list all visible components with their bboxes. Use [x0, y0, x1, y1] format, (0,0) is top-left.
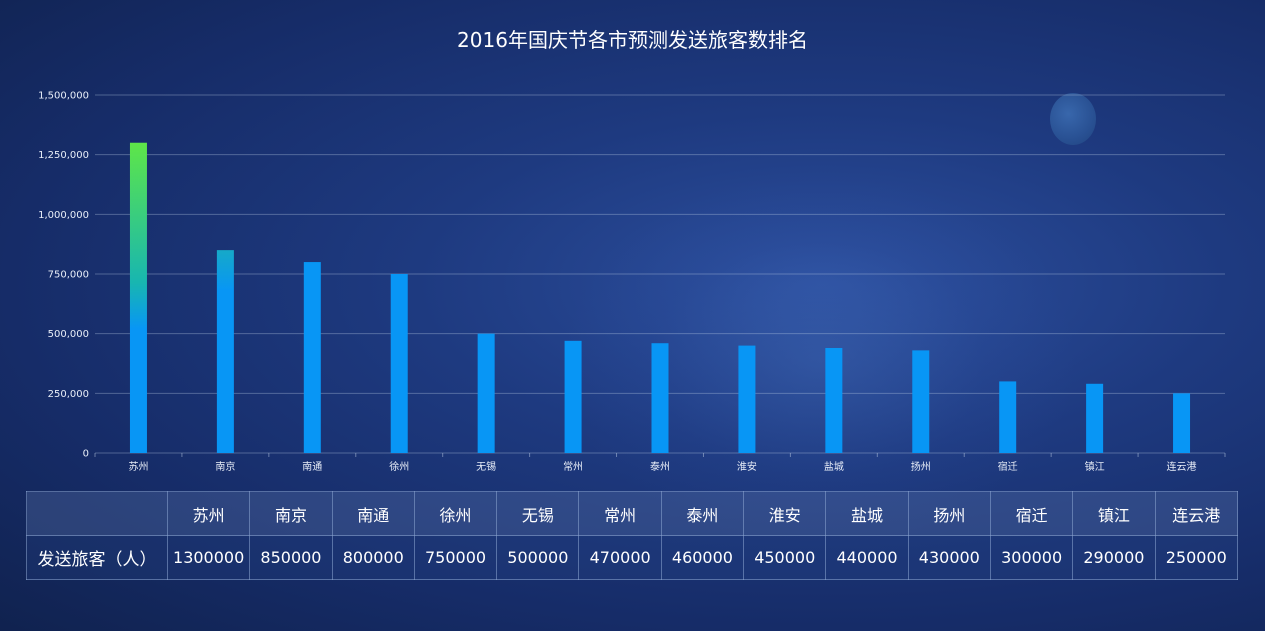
table-value-cell: 300000 — [989, 535, 1074, 580]
bar — [303, 262, 321, 453]
x-tick-label: 扬州 — [911, 460, 931, 473]
y-tick-label: 500,000 — [48, 329, 89, 340]
table-header-cell: 常州 — [578, 491, 662, 536]
x-tick-label: 南通 — [302, 460, 322, 473]
moon-decoration — [1050, 93, 1096, 145]
x-tick-label: 镇江 — [1085, 460, 1105, 473]
table-header-cell: 镇江 — [1072, 491, 1156, 536]
y-tick-label: 0 — [83, 449, 89, 460]
table-value-cell: 800000 — [331, 535, 415, 580]
bar — [912, 350, 930, 453]
table-value-cell: 430000 — [907, 535, 991, 580]
x-tick-label: 常州 — [563, 460, 583, 473]
bar — [651, 343, 669, 453]
y-tick-label: 1,000,000 — [38, 210, 89, 221]
data-table: 苏州 南京 南通 徐州 无锡 常州 泰州 淮安 盐城 扬州 宿迁 镇江 连云港 发送旅客（人） 1300… — [26, 491, 1239, 580]
table-value-cell: 290000 — [1072, 535, 1156, 580]
table-value-cell: 470000 — [578, 535, 662, 580]
table-header-cell: 徐州 — [413, 491, 498, 536]
table-value-cell: 500000 — [496, 535, 580, 580]
x-tick-label: 盐城 — [824, 460, 844, 473]
bar — [1086, 383, 1104, 453]
table-header-cell: 泰州 — [660, 491, 745, 536]
x-tick-label: 连云港 — [1167, 460, 1197, 473]
table-row: 发送旅客（人） 1300000 850000 800000 750000 500000 4… — [26, 535, 1239, 580]
y-tick-label: 250,000 — [48, 389, 89, 400]
bar — [564, 340, 582, 453]
y-tick-label: 1,250,000 — [38, 150, 89, 161]
x-tick-label: 徐州 — [389, 460, 409, 473]
bars — [129, 142, 1191, 453]
table-header-cell: 苏州 — [166, 491, 251, 536]
y-tick-label: 1,500,000 — [38, 91, 89, 102]
table-row-label: 发送旅客（人） — [26, 535, 168, 580]
y-tick-label: 750,000 — [48, 270, 89, 281]
table-header-cell: 扬州 — [907, 491, 991, 536]
bar — [390, 274, 408, 453]
x-tick-label: 淮安 — [737, 460, 757, 473]
table-header-cell: 淮安 — [743, 491, 827, 536]
table-header-row: 苏州 南京 南通 徐州 无锡 常州 泰州 淮安 盐城 扬州 宿迁 镇江 连云港 — [26, 491, 1239, 536]
x-tick-label: 无锡 — [476, 460, 496, 473]
bar — [825, 347, 843, 453]
table-value-cell: 1300000 — [166, 535, 251, 580]
table-header-cell: 南通 — [331, 491, 415, 536]
bar — [216, 250, 234, 453]
table-header-cell: 宿迁 — [989, 491, 1074, 536]
x-tick-label: 泰州 — [650, 460, 670, 473]
table-header-cell: 南京 — [249, 491, 333, 536]
table-header-cell: 连云港 — [1154, 491, 1239, 536]
bar — [999, 381, 1017, 453]
bar — [1173, 393, 1191, 453]
bar-chart: 0 250,000 500,000 750,000 1,000,000 1,250,000… — [38, 91, 1226, 473]
bar — [477, 333, 495, 453]
x-axis: 苏州 南京 南通 徐州 无锡 常州 泰州 淮安 盐城 扬州 宿迁 镇江 连云港 — [94, 453, 1226, 473]
x-tick-label: 苏州 — [128, 460, 148, 473]
x-tick-label: 南京 — [215, 460, 235, 473]
x-tick-label: 宿迁 — [998, 460, 1018, 473]
table-corner-cell — [26, 491, 168, 536]
bar — [738, 345, 756, 453]
table-header-cell: 盐城 — [825, 491, 909, 536]
table-value-cell: 440000 — [825, 535, 909, 580]
table-value-cell: 450000 — [743, 535, 827, 580]
grid-lines — [95, 94, 1225, 454]
table-value-cell: 850000 — [249, 535, 333, 580]
y-axis: 0 250,000 500,000 750,000 1,000,000 1,250,000… — [38, 91, 89, 460]
table-value-cell: 460000 — [660, 535, 745, 580]
bar — [129, 142, 147, 453]
chart-title: 2016年国庆节各市预测发送旅客数排名 — [457, 28, 808, 52]
table-header-cell: 无锡 — [496, 491, 580, 536]
table-value-cell: 250000 — [1154, 535, 1239, 580]
table-value-cell: 750000 — [413, 535, 498, 580]
